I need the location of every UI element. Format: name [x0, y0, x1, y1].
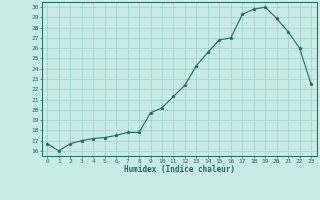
X-axis label: Humidex (Indice chaleur): Humidex (Indice chaleur): [124, 165, 235, 174]
